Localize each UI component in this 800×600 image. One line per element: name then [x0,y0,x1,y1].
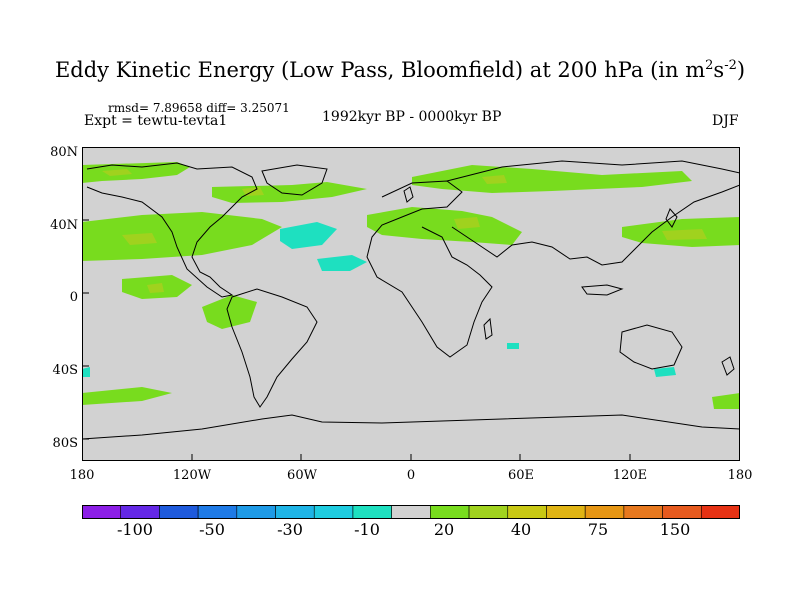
colorbar-box-14 [623,505,663,519]
colorbar-box-7 [352,505,392,519]
x-tick-120w: 120W [172,468,212,483]
period-label: 1992kyr BP - 0000kyr BP [322,109,502,125]
colorbar-box-15 [662,505,702,519]
colorbar-box-9 [430,505,470,519]
mediterranean-asia-band [367,207,522,245]
x-tick-60w: 60W [287,468,317,483]
australia-coast [619,324,683,370]
north-pacific-arctic-band [82,162,190,183]
colorbar-box-12 [546,505,586,519]
colorbar-box-4 [236,505,276,519]
asia-coast [446,160,740,266]
north-atlantic-band [212,182,367,203]
colorbar-label-minus-50: -50 [199,520,225,539]
y-tick-40n: 40N [50,218,78,233]
north-atlantic-negative [280,222,337,249]
colorbar [82,505,740,519]
map-panel [82,147,740,461]
x-tick-60e: 60E [507,468,535,483]
colorbar-box-0 [82,505,122,519]
colorbar-box-3 [197,505,238,519]
y-tick-80n: 80N [50,145,78,160]
colorbar-label-minus-10: -10 [354,520,380,539]
x-tick-120e: 120E [612,468,648,483]
x-tick-0: 0 [406,468,416,483]
experiment-label: Expt = tewtu-tevta1 [84,113,228,129]
tropical-central-pacific [202,295,257,329]
strong-positive-regions [102,169,707,293]
south-pacific-negative [82,367,90,377]
chart-title: Eddy Kinetic Energy (Low Pass, Bloomfiel… [54,58,746,82]
south-indian-negative [507,343,519,349]
colorbar-box-16 [700,505,740,519]
colorbar-box-11 [507,505,547,519]
patch-west-pacific [662,229,707,240]
coastlines [82,160,740,440]
colorbar-box-10 [468,505,509,519]
y-tick-80s: 80S [52,436,78,451]
colorbar-box-13 [584,505,625,519]
colorbar-label-40: 40 [510,520,532,539]
new-zealand-coast [721,356,735,376]
positive-anomaly-regions [82,162,740,409]
southern-ocean-east [712,393,740,409]
indonesia-coast [581,284,624,296]
colorbar-label-20: 20 [433,520,455,539]
season-label: DJF [712,113,739,129]
colorbar-box-2 [159,505,199,519]
stats-label: rmsd= 7.89658 diff= 3.25071 [108,101,290,115]
japan-coast [665,208,678,228]
antarctica-coast [82,414,740,440]
negative-anomaly-regions [82,222,676,377]
colorbar-box-6 [313,505,354,519]
patch-pacific-jet-center [122,233,157,245]
patch-arctic-pacific [102,169,132,176]
pacific-jet-band [82,212,282,261]
patch-mediterranean [454,217,480,229]
colorbar-label-150: 150 [659,520,691,539]
europe-africa-coast [366,180,493,358]
subtropical-atlantic-negative [317,255,367,271]
colorbar-box-8 [391,505,431,519]
southern-ocean-west [82,387,172,405]
axis-ticks [82,147,631,461]
madagascar-coast [483,317,493,340]
x-tick-180e: 180 [727,468,753,483]
colorbar-box-5 [275,505,315,519]
greenland-coast [261,164,328,196]
australia-south-negative [654,367,676,377]
patch-tropical-pacific [147,283,164,293]
x-tick-180w: 180 [69,468,95,483]
patch-eurasia [482,175,507,184]
colorbar-label-75: 75 [587,520,609,539]
colorbar-label-minus-100: -100 [117,520,153,539]
colorbar-box-1 [120,505,160,519]
y-tick-0: 0 [69,290,78,305]
colorbar-label-minus-30: -30 [277,520,303,539]
ocean-background [82,147,740,461]
north-america-coast [86,162,258,298]
y-tick-40s: 40S [52,363,78,378]
uk-coast [403,186,414,203]
south-america-coast [226,288,318,408]
